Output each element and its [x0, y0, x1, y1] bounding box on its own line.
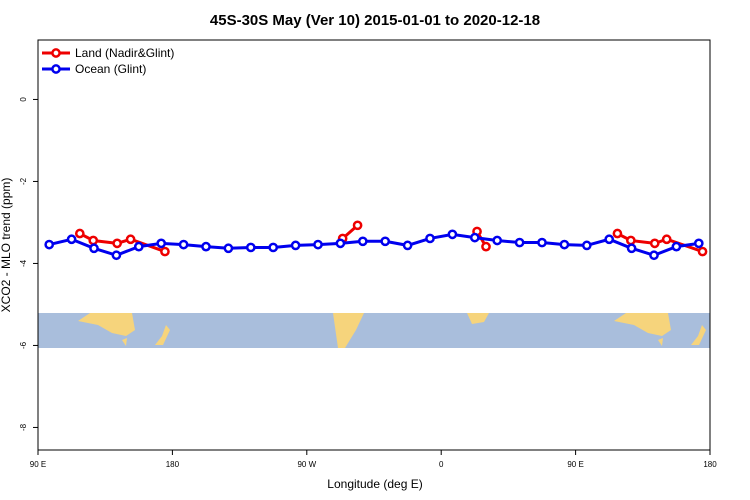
point	[604, 234, 615, 245]
point	[649, 250, 659, 261]
y-axis-label: XCO2 - MLO trend (ppm)	[0, 178, 13, 313]
point	[133, 241, 144, 252]
point	[537, 237, 547, 248]
x-tick-label: 90 E	[30, 460, 46, 469]
point	[447, 229, 458, 240]
point	[492, 235, 503, 246]
point	[201, 241, 211, 252]
point	[357, 236, 368, 247]
point	[626, 243, 637, 254]
point	[245, 242, 256, 253]
point	[335, 238, 346, 249]
point	[469, 232, 480, 243]
point	[402, 240, 413, 251]
point	[111, 250, 122, 261]
point	[66, 234, 77, 245]
x-axis-label: Longitude (deg E)	[327, 477, 422, 491]
x-tick-label: 180	[166, 460, 180, 469]
x-tick-label: 90 E	[567, 460, 583, 469]
y-tick-label: -8	[19, 423, 28, 431]
x-tick-label: 90 W	[297, 460, 316, 469]
point	[425, 233, 435, 244]
point	[626, 235, 636, 246]
point	[290, 240, 301, 251]
point	[693, 238, 704, 249]
point	[352, 220, 363, 231]
plot-frame	[37, 39, 711, 451]
legend-label: Land (Nadir&Glint)	[75, 46, 174, 60]
y-tick-label: -6	[19, 341, 28, 349]
point	[160, 246, 170, 257]
point	[44, 239, 55, 250]
point	[514, 237, 525, 248]
point	[649, 238, 660, 249]
y-tick-label: -2	[19, 177, 28, 185]
point	[268, 242, 279, 253]
series-line	[48, 232, 700, 257]
point	[671, 241, 682, 252]
point	[661, 234, 672, 245]
x-tick-label: 180	[703, 460, 717, 469]
legend-marker	[51, 48, 61, 58]
point	[89, 243, 99, 254]
point	[125, 234, 136, 245]
point	[581, 240, 592, 251]
legend-label: Ocean (Glint)	[75, 62, 146, 76]
point	[178, 239, 189, 250]
point	[612, 228, 623, 239]
point	[156, 238, 167, 249]
map-strip	[38, 313, 710, 348]
point	[697, 246, 708, 257]
chart-title: 45S-30S May (Ver 10) 2015-01-01 to 2020-…	[210, 12, 540, 29]
point	[559, 239, 570, 250]
point	[223, 243, 234, 254]
point	[74, 228, 85, 239]
legend-marker	[51, 64, 61, 74]
point	[88, 235, 99, 246]
point	[313, 239, 323, 250]
y-tick-label: -4	[19, 259, 28, 267]
point	[481, 241, 491, 252]
x-tick-label: 0	[439, 460, 444, 469]
point	[380, 236, 391, 247]
point	[112, 238, 122, 249]
y-tick-label: 0	[19, 97, 28, 102]
